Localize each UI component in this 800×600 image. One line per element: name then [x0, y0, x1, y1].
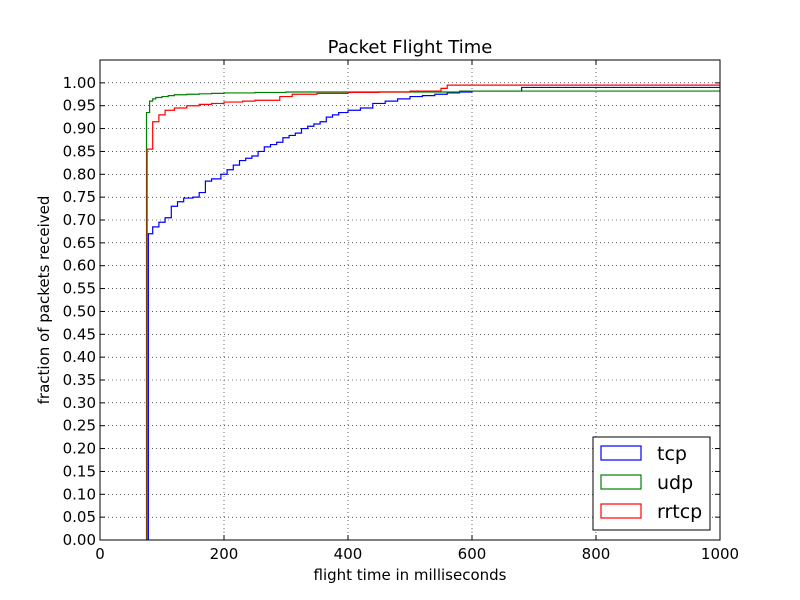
x-tick-label: 600	[458, 545, 487, 563]
y-tick-label: 0.80	[63, 165, 96, 183]
x-tick-label: 800	[582, 545, 611, 563]
legend: tcp udp rrtcp	[592, 436, 711, 531]
x-tick-label: 1000	[701, 545, 739, 563]
legend-swatch-tcp	[600, 445, 642, 461]
legend-label-rrtcp: rrtcp	[657, 501, 702, 523]
y-tick-label: 0.30	[63, 394, 96, 412]
x-tick-label: 200	[210, 545, 239, 563]
y-tick-label: 0.50	[63, 302, 96, 320]
y-tick-label: 0.40	[63, 348, 96, 366]
y-tick-label: 0.35	[63, 371, 96, 389]
y-tick-label: 0.75	[63, 188, 96, 206]
y-tick-label: 0.55	[63, 280, 96, 298]
y-tick-label: 0.25	[63, 417, 96, 435]
y-tick-label: 0.45	[63, 325, 96, 343]
y-tick-label: 0.60	[63, 257, 96, 275]
y-axis-label: fraction of packets received	[35, 196, 53, 405]
y-tick-label: 0.70	[63, 211, 96, 229]
x-tick-label: 400	[334, 545, 363, 563]
y-tick-label: 0.65	[63, 234, 96, 252]
y-tick-label: 0.15	[63, 462, 96, 480]
chart-title: Packet Flight Time	[328, 37, 493, 58]
ticks	[99, 60, 721, 541]
y-tick-label: 0.05	[63, 508, 96, 526]
y-tick-label: 0.00	[63, 531, 96, 549]
y-tick-label: 0.90	[63, 120, 96, 138]
y-tick-label: 0.20	[63, 440, 96, 458]
x-axis-label: flight time in milliseconds	[314, 566, 507, 584]
series-group	[145, 84, 720, 540]
series-line-tcp	[147, 86, 720, 540]
legend-swatch-rrtcp	[600, 503, 642, 519]
y-tick-label: 0.10	[63, 485, 96, 503]
legend-label-tcp: tcp	[657, 443, 687, 465]
legend-label-udp: udp	[657, 472, 693, 494]
series-line-udp	[145, 90, 720, 540]
y-tick-label: 1.00	[63, 74, 96, 92]
x-tick-labels: 0 200 400 600 800 1000	[95, 545, 739, 563]
x-tick-label: 0	[95, 545, 105, 563]
legend-swatch-udp	[600, 474, 642, 490]
y-tick-labels: 0.00 0.05 0.10 0.15 0.20 0.25 0.30 0.35 0.40 0.45…	[63, 74, 96, 549]
y-tick-label: 0.85	[63, 142, 96, 160]
plot-frame	[99, 59, 721, 541]
series-line-rrtcp	[146, 84, 720, 540]
y-tick-label: 0.95	[63, 97, 96, 115]
